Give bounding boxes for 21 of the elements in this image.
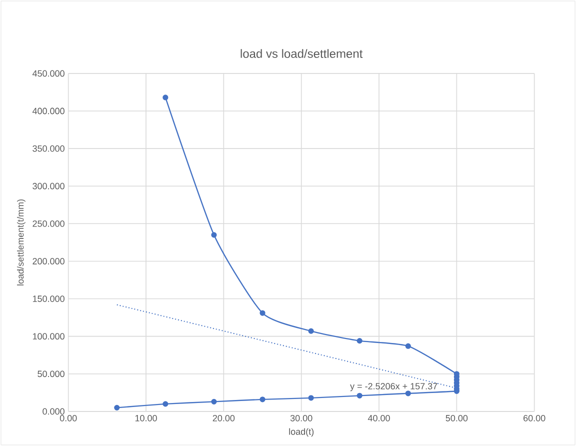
y-tick-label: 0.000 bbox=[42, 408, 64, 415]
annotation: y = -2.5206x + 157.37 bbox=[350, 383, 438, 392]
y-tick-label: 250.000 bbox=[32, 220, 64, 227]
y-tick-label: 350.000 bbox=[32, 145, 64, 152]
chart-title: load vs load/settlement bbox=[240, 49, 363, 58]
y-tick-label: 450.000 bbox=[32, 70, 64, 77]
x-axis-title: load(t) bbox=[289, 428, 314, 437]
y-tick-label: 200.000 bbox=[32, 258, 64, 264]
y-tick-label: 100.000 bbox=[32, 333, 64, 340]
y-tick-label: 150.000 bbox=[32, 296, 64, 302]
x-tick-label: 50.00 bbox=[446, 414, 468, 422]
y-tick-label: 400.000 bbox=[32, 108, 64, 114]
x-tick-label: 30.00 bbox=[290, 414, 312, 422]
x-tick-label: 10.00 bbox=[135, 414, 157, 422]
x-tick-label: 0.00 bbox=[60, 414, 77, 422]
x-tick-label: 60.00 bbox=[524, 414, 546, 422]
y-tick-label: 50.000 bbox=[38, 370, 64, 378]
x-tick-label: 20.00 bbox=[212, 414, 235, 422]
x-tick-label: 40.00 bbox=[368, 414, 390, 422]
y-axis-title: load/settlement(t/mm) bbox=[17, 199, 26, 286]
y-tick-label: 300.000 bbox=[32, 182, 64, 190]
